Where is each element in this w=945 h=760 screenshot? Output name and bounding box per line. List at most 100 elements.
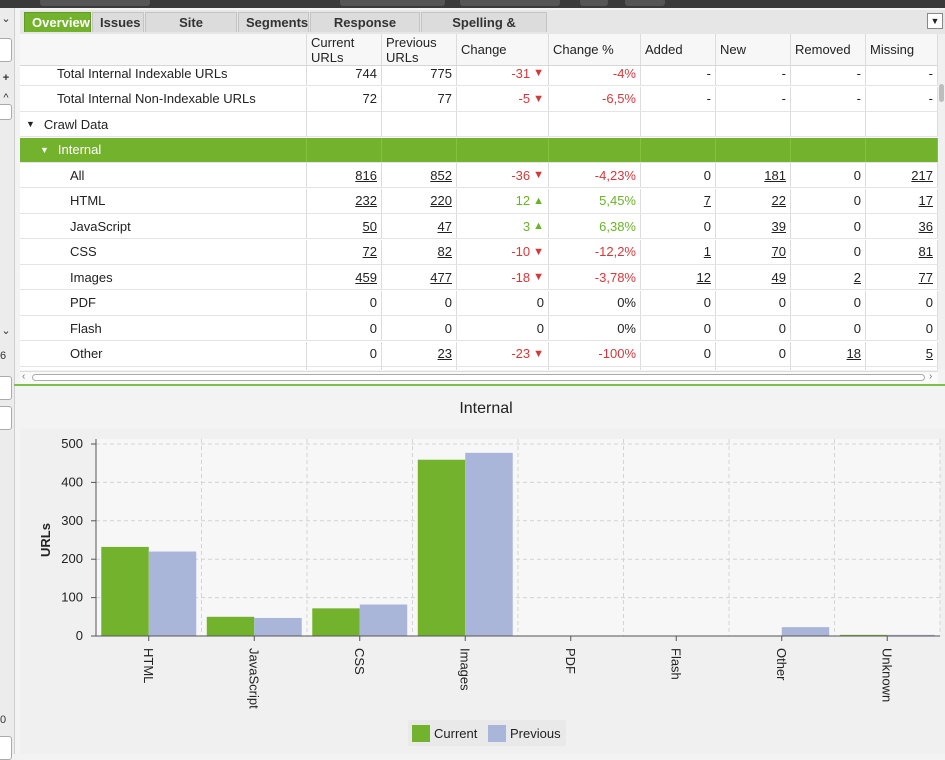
bar-chart: 0 100 200 300 400 500 HTML JavaScript CSS Images P… xyxy=(38,436,941,709)
column-header-change[interactable]: Change xyxy=(457,34,549,65)
table-row[interactable]: Total Internal Indexable URLs 744 775 -31 ▼ -… xyxy=(20,61,938,86)
cell-link[interactable]: 39 xyxy=(771,218,786,234)
cell-empty xyxy=(791,367,866,370)
cell-link[interactable]: 477 xyxy=(430,269,452,285)
cell-link[interactable]: 18 xyxy=(846,346,861,361)
cell-link[interactable]: 852 xyxy=(430,167,452,183)
cell-value: -6,5% xyxy=(602,91,636,106)
cell-link[interactable]: 22 xyxy=(771,193,786,208)
tab-overflow-menu-icon[interactable]: ▼ xyxy=(927,13,943,29)
cell-link[interactable]: 1 xyxy=(703,244,711,259)
table-row[interactable]: Total Internal Non-Indexable URLs 72 77 -5 ▼… xyxy=(20,86,938,112)
cell-new xyxy=(716,137,791,162)
vertical-scroll-thumb[interactable] xyxy=(939,84,944,102)
chevron-down-icon[interactable]: ⌄ xyxy=(1,325,11,337)
chevron-down-icon[interactable]: ⌄ xyxy=(1,13,11,25)
table-horizontal-scrollbar[interactable]: ‹ › xyxy=(20,371,938,384)
cell-link[interactable]: 816 xyxy=(355,167,377,183)
cell-link[interactable]: 77 xyxy=(918,269,933,285)
table-row[interactable]: CSS 72 82 -10 ▼ -12,2% 1 70 0 81 xyxy=(20,239,938,265)
table-row[interactable]: HTML 232 220 12 ▲ 5,45% 7 22 0 17 xyxy=(20,188,938,214)
side-scroll-thumb[interactable] xyxy=(0,104,12,120)
column-header-row-label[interactable] xyxy=(20,34,307,65)
cell-value: - xyxy=(928,65,933,81)
expand-toggle-icon[interactable]: ▼ xyxy=(26,119,35,129)
panel-splitter[interactable] xyxy=(14,384,945,386)
cell-missing: 81 xyxy=(866,239,938,264)
side-input[interactable] xyxy=(0,38,12,62)
cell-link[interactable]: 50 xyxy=(362,218,377,234)
cell-added xyxy=(641,137,716,162)
column-header-new[interactable]: New xyxy=(716,34,791,65)
cell-missing: 0 xyxy=(866,316,938,340)
horizontal-scroll-thumb[interactable] xyxy=(32,374,925,381)
table-vertical-scrollbar[interactable] xyxy=(938,34,945,370)
cell-new: 0 xyxy=(716,290,791,315)
arrow-up-icon: ▲ xyxy=(533,194,544,207)
cell-current-urls: 0 xyxy=(307,316,382,340)
cell-link[interactable]: 7 xyxy=(703,193,711,208)
table-row[interactable]: Other 0 23 -23 ▼ -100% 0 0 18 5 xyxy=(20,341,938,367)
tab-issues[interactable]: Issues xyxy=(92,12,144,32)
cell-link[interactable]: 72 xyxy=(362,244,377,259)
cell-link[interactable]: 81 xyxy=(918,244,933,259)
cell-link[interactable]: 70 xyxy=(771,244,786,259)
tab-site-structure[interactable]: Site Structure xyxy=(145,12,237,50)
column-header-removed[interactable]: Removed xyxy=(791,34,866,65)
arrow-down-icon: ▼ xyxy=(533,169,544,181)
cell-missing xyxy=(866,112,938,136)
cell-link[interactable]: 220 xyxy=(430,193,452,208)
tab-segments[interactable]: Segments xyxy=(238,12,309,32)
scroll-up-icon[interactable]: ^ xyxy=(3,92,9,104)
cell-link[interactable]: 17 xyxy=(918,193,933,208)
cell-link[interactable]: 2 xyxy=(853,269,861,285)
column-header-current-urls[interactable]: Current URLs xyxy=(307,34,382,65)
group-row[interactable]: ▼ Internal xyxy=(20,137,938,163)
legend-swatch-previous xyxy=(488,725,506,742)
cell-link[interactable]: 459 xyxy=(355,269,377,285)
side-input[interactable] xyxy=(0,406,12,430)
cell-link[interactable]: 47 xyxy=(437,218,452,234)
table-row[interactable]: Flash 0 0 0 0% 0 0 0 0 xyxy=(20,316,938,341)
cell-link[interactable]: 82 xyxy=(437,244,452,259)
tab-overview[interactable]: Overview xyxy=(24,12,91,32)
plus-icon[interactable]: + xyxy=(2,72,10,84)
cell-link[interactable]: 12 xyxy=(696,269,711,285)
cell-link[interactable]: 49 xyxy=(771,269,786,285)
cell-link[interactable]: 36 xyxy=(918,218,933,234)
cell-previous-urls: 77 xyxy=(382,86,457,111)
column-header-change-pct[interactable]: Change % xyxy=(549,34,641,65)
cell-row-label: ▼ Crawl Data xyxy=(20,112,307,136)
cell-previous-urls: 775 xyxy=(382,61,457,85)
cell-link[interactable]: 5 xyxy=(925,346,933,361)
scroll-right-icon[interactable]: › xyxy=(929,371,933,382)
cell-row-label: Total Internal Non-Indexable URLs xyxy=(20,86,307,111)
cell-previous-urls: 23 xyxy=(382,341,457,366)
cell-missing: - xyxy=(866,61,938,85)
side-input[interactable] xyxy=(0,376,12,400)
cell-new: - xyxy=(716,61,791,85)
side-input[interactable] xyxy=(0,736,12,760)
cell-value: - xyxy=(706,91,711,106)
cell-link[interactable]: 217 xyxy=(911,167,933,183)
column-header-previous-urls[interactable]: Previous URLs xyxy=(382,34,457,65)
side-value: 6 xyxy=(0,350,7,362)
cell-removed: - xyxy=(791,86,866,111)
y-axis-label: URLs xyxy=(38,523,53,557)
row-label: JavaScript xyxy=(70,218,131,234)
tab-spelling-grammar[interactable]: Spelling & Grammar xyxy=(421,12,547,50)
table-row[interactable]: All 816 852 -36 ▼ -4,23% 0 181 0 217 xyxy=(20,163,938,188)
cell-value: 0 xyxy=(778,346,786,361)
column-header-added[interactable]: Added xyxy=(641,34,716,65)
table-row[interactable]: PDF 0 0 0 0% 0 0 0 0 xyxy=(20,290,938,316)
scroll-left-icon[interactable]: ‹ xyxy=(22,371,26,382)
column-header-missing[interactable]: Missing xyxy=(866,34,938,65)
cell-link[interactable]: 232 xyxy=(355,193,377,208)
expand-toggle-icon[interactable]: ▼ xyxy=(40,144,49,155)
cell-link[interactable]: 181 xyxy=(764,167,786,183)
group-row[interactable]: ▼ Crawl Data xyxy=(20,112,938,137)
cell-link[interactable]: 23 xyxy=(437,346,452,361)
tab-response-times[interactable]: Response Times xyxy=(310,12,420,50)
table-row[interactable]: Images 459 477 -18 ▼ -3,78% 12 49 2 77 xyxy=(20,265,938,290)
table-row[interactable]: JavaScript 50 47 3 ▲ 6,38% 0 39 0 36 xyxy=(20,214,938,239)
